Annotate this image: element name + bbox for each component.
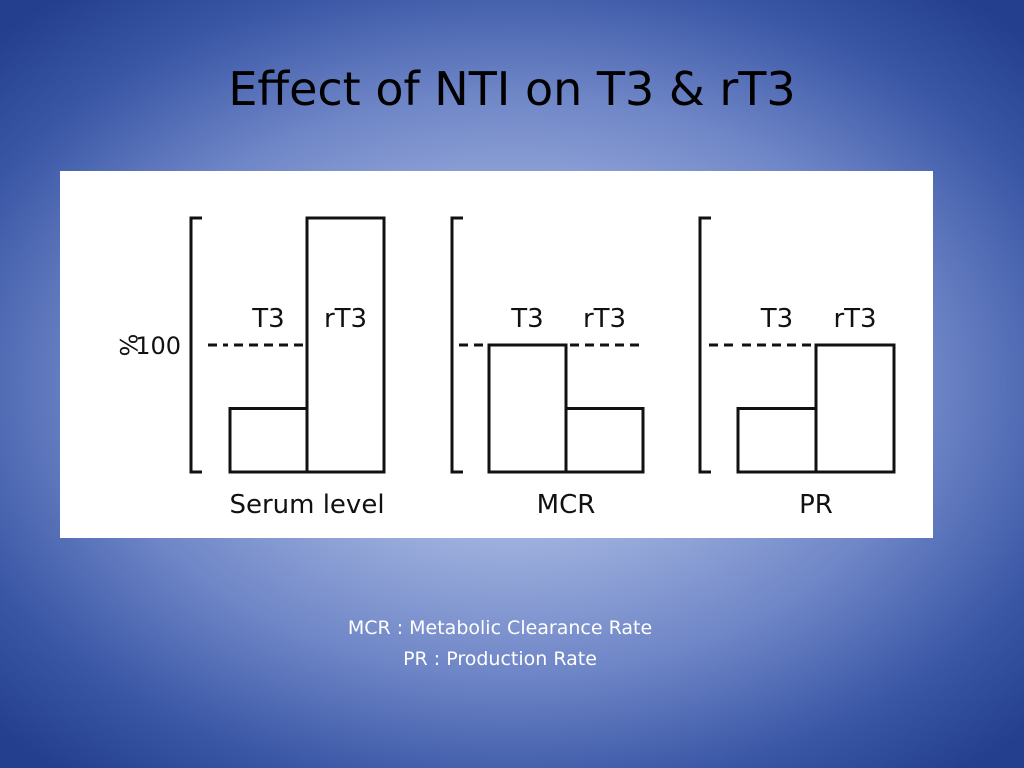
bar-rt3 <box>305 216 386 474</box>
category-label-t3: T3 <box>251 304 284 334</box>
panel-label: PR <box>799 490 833 520</box>
panel-label: MCR <box>537 490 596 520</box>
category-label-t3: T3 <box>760 304 793 334</box>
bar-t3 <box>487 343 568 474</box>
slide-title: Effect of NTI on T3 & rT3 <box>228 62 796 116</box>
caption-pr: PR : Production Rate <box>403 648 597 670</box>
category-label-t3: T3 <box>510 304 543 334</box>
category-label-rt3: rT3 <box>583 304 626 334</box>
axis-bracket <box>189 216 202 474</box>
reference-value-label: 100 <box>135 332 181 360</box>
category-label-rt3: rT3 <box>833 304 876 334</box>
y-axis-unit-label: % <box>114 334 142 357</box>
bar-charts: T3 rT3 Serum level%100 T3 rT3 MCR T3 rT3 PR <box>114 216 896 520</box>
panel-label: Serum level <box>229 490 384 520</box>
category-label-rt3: rT3 <box>324 304 367 334</box>
bar-rt3 <box>814 343 896 474</box>
axis-bracket <box>698 216 711 474</box>
chart-figure: T3 rT3 Serum level% 100 T3 rT3 MCR T3 rT3 PR <box>60 171 933 538</box>
bar-t3 <box>736 407 818 474</box>
caption-mcr: MCR : Metabolic Clearance Rate <box>347 617 653 639</box>
bar-rt3 <box>564 407 645 474</box>
bar-t3 <box>228 407 309 474</box>
axis-bracket <box>450 216 463 474</box>
